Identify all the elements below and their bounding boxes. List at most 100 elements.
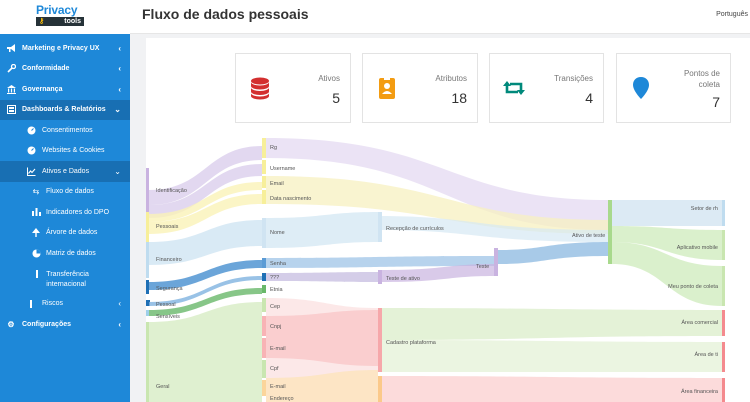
sidebar-item-matriz-dados[interactable]: Matriz de dados <box>0 243 130 264</box>
sankey-link <box>266 176 608 234</box>
sidebar-item-consentimentos[interactable]: Consentimentos <box>0 120 130 141</box>
sidebar-item-dashboards[interactable]: Dashboards & Relatórios ⌄ <box>0 99 130 120</box>
sankey-node-financeiro[interactable] <box>146 242 149 278</box>
sankey-link <box>149 182 262 222</box>
sankey-node-ativo-teste[interactable] <box>608 200 612 264</box>
bank-icon <box>6 84 16 94</box>
sidebar-item-governanca[interactable]: Governança ‹ <box>0 79 130 100</box>
sidebar-item-configuracoes[interactable]: ⚙ Configurações ‹ <box>0 314 130 335</box>
sankey-link <box>149 276 262 306</box>
sankey-node-setor-rh[interactable] <box>722 200 725 226</box>
stat-card-pontos-coleta: Pontos de coleta 7 <box>616 53 731 123</box>
data-flow-sankey: Identificação Pessoais Financeiro Segura… <box>146 138 725 402</box>
sidebar-item-label: Indicadores do DPO <box>46 208 110 216</box>
line-chart-icon <box>26 167 36 176</box>
exchange-icon: ⇆ <box>32 187 40 197</box>
sidebar-item-conformidade[interactable]: Conformidade ‹ <box>0 59 130 80</box>
chevron-left-icon: ‹ <box>118 299 121 309</box>
retweet-icon <box>503 81 525 95</box>
sankey-link <box>498 242 608 264</box>
sankey-node-cpf[interactable] <box>262 360 266 378</box>
sankey-label: Username <box>270 166 295 172</box>
pie-chart-icon <box>31 249 41 258</box>
sankey-node-geral[interactable] <box>146 322 149 402</box>
sankey-label: Etnia <box>270 287 283 293</box>
sankey-label: Cadastro plataforma <box>386 340 437 346</box>
sidebar-item-ativos-dados[interactable]: Ativos e Dados ⌄ <box>0 161 130 182</box>
sidebar-item-websites-cookies[interactable]: Websites & Cookies <box>0 141 130 162</box>
sankey-node-identificacao[interactable] <box>146 168 149 218</box>
sankey-node-sensiveis[interactable] <box>146 310 149 316</box>
id-badge-icon <box>379 77 395 99</box>
sankey-label: Cep <box>270 304 280 310</box>
sankey-node-seguranca[interactable] <box>146 280 149 294</box>
sankey-node-cnpj[interactable] <box>262 316 266 336</box>
sankey-node-nome[interactable] <box>262 218 266 248</box>
sankey-node-cep[interactable] <box>262 298 266 312</box>
gauge-icon <box>26 146 36 155</box>
sidebar: Privacy ⚷ tools Marketing e Privacy UX ‹ … <box>0 0 130 402</box>
dashboard-icon <box>6 105 16 115</box>
sankey-node-cadastro-plataforma[interactable] <box>378 308 382 372</box>
sankey-link <box>266 212 378 248</box>
sankey-node-aplicativo-mobile[interactable] <box>722 230 725 260</box>
sankey-node-area-financeira[interactable] <box>722 378 725 402</box>
sankey-link <box>266 370 378 402</box>
sankey-node-unknown[interactable] <box>262 273 266 281</box>
sidebar-item-label: Árvore de dados <box>46 229 98 237</box>
sankey-label: Pessoais <box>156 224 179 230</box>
sankey-label: Data nascimento <box>270 196 311 202</box>
sidebar-item-indicadores-dpo[interactable]: Indicadores do DPO <box>0 202 130 223</box>
sankey-label: Rg <box>270 145 277 151</box>
chevron-left-icon: ‹ <box>118 84 121 94</box>
sankey-node-data-nascimento[interactable] <box>262 190 266 204</box>
bar-chart-icon <box>31 208 41 217</box>
sidebar-item-label: Marketing e Privacy UX <box>22 44 100 52</box>
sankey-node-senha[interactable] <box>262 258 266 268</box>
sankey-label: Geral <box>156 384 169 390</box>
sankey-link <box>378 216 608 242</box>
sankey-label: Sensíveis <box>156 314 180 320</box>
stat-card-transicoes: Transições 4 <box>489 53 604 123</box>
sankey-node-rg[interactable] <box>262 138 266 158</box>
sidebar-item-fluxo-dados[interactable]: ⇆ Fluxo de dados <box>0 182 130 203</box>
sankey-node-teste[interactable] <box>494 248 498 276</box>
sankey-node-username[interactable] <box>262 160 266 174</box>
sankey-node-email-3[interactable] <box>262 380 266 396</box>
sidebar-item-label: Fluxo de dados <box>46 188 94 196</box>
sidebar-item-label: Governança <box>22 85 63 93</box>
sidebar-item-label: Matriz de dados <box>46 249 96 257</box>
sankey-link <box>149 146 262 205</box>
sankey-label: Teste de ativo <box>386 276 420 282</box>
sankey-node-etnia[interactable] <box>262 285 266 293</box>
sankey-label: Recepção de currículos <box>386 226 444 232</box>
sankey-node-area-ti[interactable] <box>722 342 725 372</box>
sankey-label: Pessoal <box>156 302 176 308</box>
sankey-link <box>149 288 262 316</box>
sankey-node-meu-ponto-coleta[interactable] <box>722 266 725 306</box>
sankey-node-pessoais[interactable] <box>146 212 149 242</box>
logo[interactable]: Privacy ⚷ tools <box>36 4 84 26</box>
logo-key-icon: ⚷ <box>39 18 45 25</box>
sidebar-item-transferencia[interactable]: Transferência internacional <box>0 264 130 294</box>
top-header: Fluxo de dados pessoais Português <box>130 0 750 34</box>
sankey-link <box>382 376 722 402</box>
sidebar-item-riscos[interactable]: Riscos ‹ <box>0 294 130 315</box>
sankey-link <box>266 138 608 230</box>
sankey-node-cadastro-2[interactable] <box>378 376 382 402</box>
sankey-label: E-mail <box>270 346 286 352</box>
sankey-node-email[interactable] <box>262 176 266 188</box>
chevron-down-icon: ⌄ <box>114 166 121 176</box>
sidebar-item-label: Conformidade <box>22 65 70 73</box>
language-selector[interactable]: Português <box>716 11 748 18</box>
sankey-node-teste-ativo[interactable] <box>378 270 382 284</box>
sankey-link <box>149 220 262 265</box>
sankey-node-email-2[interactable] <box>262 338 266 358</box>
sankey-node-pessoal[interactable] <box>146 300 150 306</box>
sidebar-item-marketing[interactable]: Marketing e Privacy UX ‹ <box>0 38 130 59</box>
sidebar-item-label: Transferência internacional <box>46 270 89 288</box>
sankey-node-area-comercial[interactable] <box>722 310 725 336</box>
sankey-node-recepcao-curriculos[interactable] <box>378 212 382 242</box>
sidebar-item-arvore-dados[interactable]: Árvore de dados <box>0 223 130 244</box>
stat-label: Atributos <box>435 74 467 83</box>
